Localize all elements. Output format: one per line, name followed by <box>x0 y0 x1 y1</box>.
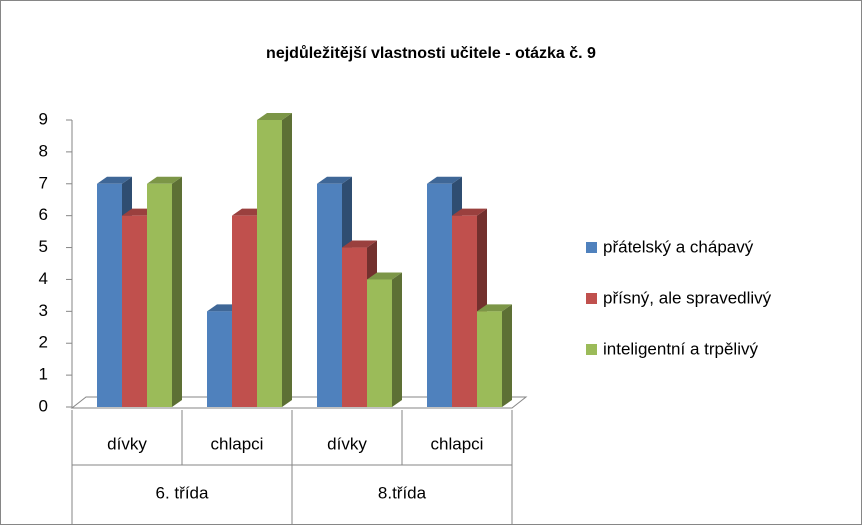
y-tick-label: 1 <box>39 365 48 384</box>
bar-face <box>367 272 402 280</box>
y-tick-label: 7 <box>39 173 48 192</box>
bar-face <box>317 176 352 184</box>
bar <box>367 272 402 407</box>
bar-face <box>97 183 122 407</box>
plot-floor <box>70 396 528 409</box>
bar-face <box>367 279 392 407</box>
x-tick-label: dívky <box>327 434 367 453</box>
y-tick-label: 9 <box>39 109 48 128</box>
bar-face <box>97 176 132 184</box>
bar-face <box>122 215 147 407</box>
y-tick-label: 4 <box>39 269 48 288</box>
legend-swatch <box>586 344 597 355</box>
bar-face <box>207 311 232 407</box>
legend-swatch <box>586 242 597 253</box>
bar-face <box>502 304 512 407</box>
x-tick-label: chlapci <box>431 434 484 453</box>
y-tick-label: 2 <box>39 333 48 352</box>
bar <box>257 113 292 407</box>
bar-face <box>477 311 502 407</box>
legend-label: inteligentní a trpělivý <box>603 339 758 358</box>
bar-face <box>257 120 282 407</box>
bar-face <box>172 176 182 407</box>
bar-face <box>147 176 182 184</box>
y-tick-label: 5 <box>39 237 48 256</box>
bar-face <box>282 113 292 407</box>
bar-face <box>147 183 172 407</box>
bar-face <box>232 215 257 407</box>
bar <box>147 176 182 407</box>
x-tick-label: chlapci <box>211 434 264 453</box>
x-tick-label: dívky <box>107 434 147 453</box>
y-tick-label: 6 <box>39 205 48 224</box>
group-label: 6. třída <box>156 483 209 502</box>
bar-face <box>342 240 377 248</box>
bar-face <box>257 113 292 120</box>
y-tick-label: 3 <box>39 301 48 320</box>
bar-face <box>477 304 512 312</box>
legend-swatch <box>586 293 597 304</box>
bar-face <box>452 208 487 216</box>
y-tick-label: 0 <box>39 396 48 415</box>
group-label: 8.třída <box>378 483 427 502</box>
bar-face <box>342 247 367 407</box>
bar-face <box>317 183 342 407</box>
bar <box>477 304 512 407</box>
bar-face <box>392 272 402 407</box>
bar-face <box>427 176 462 184</box>
chart-title: nejdůležitější vlastnosti učitele - otáz… <box>266 45 596 62</box>
y-tick-label: 8 <box>39 141 48 160</box>
legend-label: přísný, ale spravedlivý <box>603 288 772 307</box>
bar-face <box>427 183 452 407</box>
legend-label: přátelský a chápavý <box>603 237 754 256</box>
bar-face <box>452 215 477 407</box>
